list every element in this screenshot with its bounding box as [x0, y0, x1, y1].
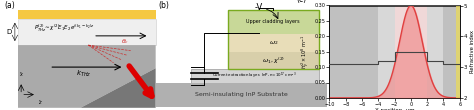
Polygon shape [18, 45, 155, 108]
Text: Semi-insulating InP Substrate: Semi-insulating InP Substrate [195, 92, 288, 97]
Text: $\omega_1, \chi^{(2)}$: $\omega_1, \chi^{(2)}$ [262, 55, 285, 66]
Text: D: D [6, 29, 11, 35]
Text: $\theta_c$: $\theta_c$ [121, 37, 129, 46]
Text: $\hat{x}$: $\hat{x}$ [18, 71, 24, 79]
Text: (a): (a) [4, 1, 15, 10]
Text: $\hat{z}$: $\hat{z}$ [37, 98, 42, 106]
Bar [228, 52, 319, 69]
Polygon shape [81, 68, 155, 108]
Text: -V: -V [255, 3, 263, 12]
Text: $k_{THz}$: $k_{THz}$ [76, 69, 91, 79]
X-axis label: X position, μm: X position, μm [375, 108, 414, 110]
Bar [191, 69, 319, 82]
Bar [228, 10, 319, 69]
Text: $P_{THz}^{(2)}\!\sim\!\chi^{(2)}\!E_1E_2e^{i(k_1-k_2)z}$: $P_{THz}^{(2)}\!\sim\!\chi^{(2)}\!E_1E_2… [34, 23, 94, 34]
Bar [456, 6, 460, 98]
Bar [329, 6, 378, 98]
Bar [228, 34, 319, 52]
Bar [427, 6, 444, 98]
Text: $\omega_2$: $\omega_2$ [268, 39, 278, 47]
Bar [18, 10, 155, 19]
Bar [156, 82, 327, 107]
Y-axis label: $H_y^2 \times 10^8$ m$^{-1}$: $H_y^2 \times 10^8$ m$^{-1}$ [300, 35, 311, 69]
Bar [394, 6, 427, 98]
Text: Upper cladding layers: Upper cladding layers [246, 19, 300, 25]
Bar [378, 6, 394, 98]
Text: Current extraction layer, InP, n=10$^{17}$ cm$^{-3}$: Current extraction layer, InP, n=10$^{17… [212, 71, 297, 81]
Bar [228, 10, 319, 34]
Text: (b): (b) [158, 1, 169, 10]
Text: (c): (c) [297, 0, 307, 4]
Bar [18, 19, 155, 45]
Bar [444, 6, 460, 98]
Y-axis label: Refractive index: Refractive index [470, 30, 474, 73]
